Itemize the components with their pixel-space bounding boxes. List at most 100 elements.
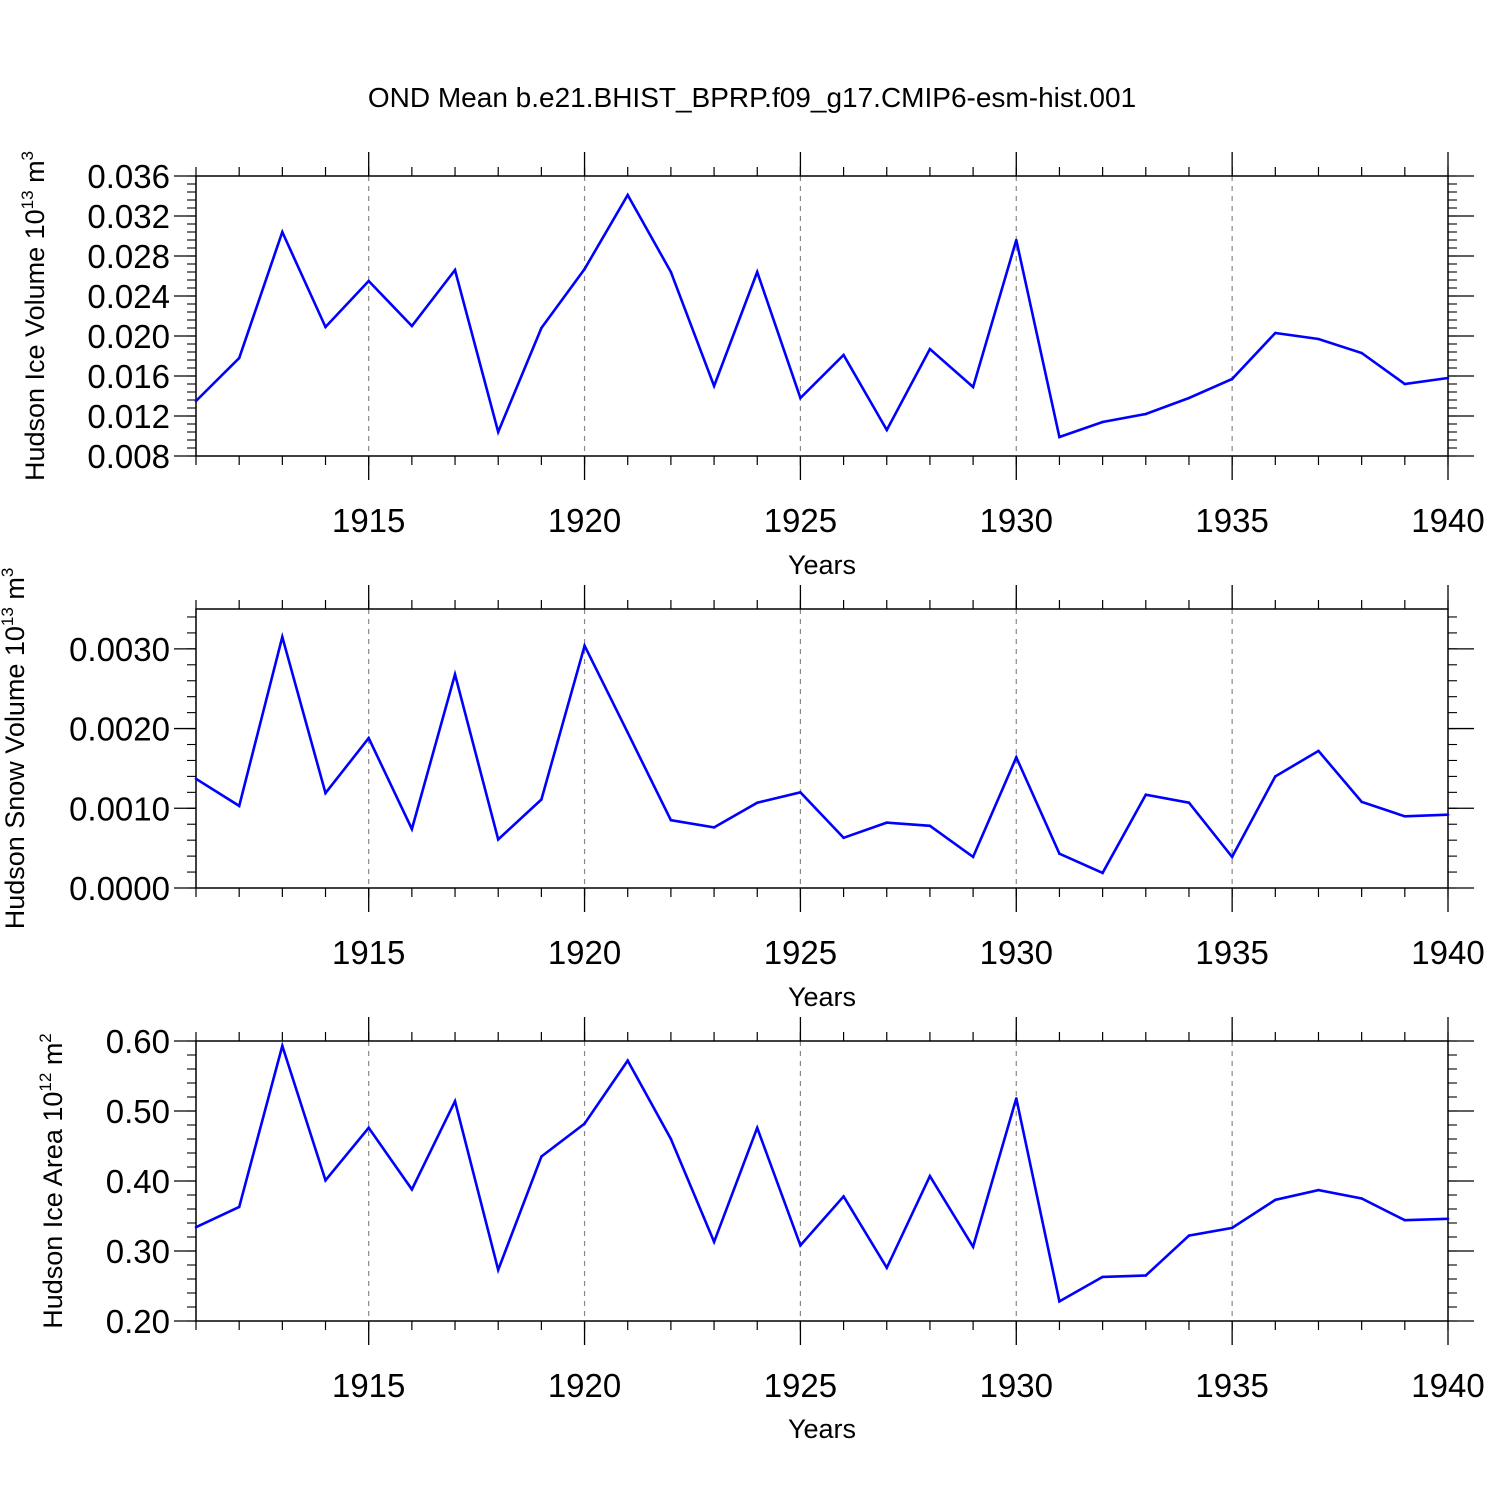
data-point bbox=[1058, 1300, 1061, 1303]
x-tick-label: 1915 bbox=[332, 502, 405, 539]
data-point bbox=[1058, 852, 1061, 856]
data-point bbox=[410, 1188, 414, 1191]
x-tick-label: 1925 bbox=[764, 934, 837, 971]
data-point bbox=[496, 838, 500, 841]
data-point bbox=[1446, 376, 1450, 380]
y-tick-label: 0.50 bbox=[106, 1093, 170, 1130]
data-point bbox=[1230, 377, 1234, 381]
y-tick-label: 0.60 bbox=[106, 1023, 170, 1060]
data-point bbox=[1187, 801, 1191, 805]
x-tick-label: 1930 bbox=[980, 1367, 1053, 1404]
data-line bbox=[195, 1041, 1449, 1304]
data-point bbox=[928, 824, 932, 828]
data-point bbox=[410, 827, 414, 831]
y-axis-label-exponent: 13 bbox=[18, 190, 37, 209]
y-axis-label: Hudson Ice Volume 1013 m3 bbox=[18, 151, 50, 481]
data-point bbox=[1101, 1275, 1104, 1279]
data-point bbox=[885, 428, 889, 432]
data-point bbox=[1230, 855, 1234, 859]
data-line bbox=[195, 631, 1449, 875]
data-point bbox=[237, 356, 241, 360]
data-point bbox=[1360, 1197, 1363, 1200]
data-point bbox=[626, 193, 630, 197]
y-axis-label-text: Hudson Ice Volume 10 bbox=[20, 209, 50, 481]
data-point bbox=[583, 267, 586, 271]
data-point bbox=[1187, 396, 1191, 400]
y-tick-label: 0.0030 bbox=[69, 631, 170, 668]
data-point bbox=[712, 1240, 716, 1244]
x-tick-label: 1940 bbox=[1411, 502, 1484, 539]
data-point bbox=[324, 325, 327, 329]
data-point bbox=[755, 1126, 759, 1130]
figure-title: OND Mean b.e21.BHIST_BPRP.f09_g17.CMIP6-… bbox=[368, 82, 1136, 113]
data-point bbox=[540, 326, 543, 330]
data-point bbox=[453, 673, 457, 676]
data-point bbox=[799, 791, 802, 794]
data-point bbox=[928, 1174, 932, 1178]
data-point bbox=[496, 430, 500, 434]
y-axis-label-text: Hudson Snow Volume 10 bbox=[0, 626, 30, 929]
x-tick-label: 1930 bbox=[980, 934, 1053, 971]
x-axis-label: Years bbox=[788, 1414, 856, 1444]
data-point bbox=[583, 644, 586, 647]
y-axis-label-unit: m bbox=[38, 1043, 68, 1073]
data-point bbox=[1144, 793, 1148, 797]
data-point bbox=[971, 855, 975, 859]
x-tick-label: 1920 bbox=[548, 502, 621, 539]
data-point bbox=[540, 798, 543, 801]
y-axis-label-unit-exponent: 3 bbox=[18, 151, 37, 160]
data-point bbox=[1058, 435, 1061, 439]
data-point bbox=[626, 731, 630, 734]
data-point bbox=[842, 353, 845, 357]
data-point bbox=[755, 270, 759, 274]
data-point bbox=[194, 777, 198, 781]
y-axis-label-text: Hudson Ice Area 10 bbox=[38, 1092, 68, 1329]
data-point bbox=[971, 1245, 975, 1249]
y-axis-label: Hudson Ice Area 1012 m2 bbox=[36, 1033, 68, 1329]
y-tick-label: 0.024 bbox=[87, 278, 170, 315]
x-tick-label: 1940 bbox=[1411, 934, 1484, 971]
data-point bbox=[324, 791, 327, 795]
data-point bbox=[583, 1122, 586, 1125]
panel-1: 1915 1920 1925 1930 1935 19400.0080.0120.0160… bbox=[18, 151, 1485, 580]
data-point bbox=[540, 1155, 543, 1158]
y-axis-label: Hudson Snow Volume 1013 m3 bbox=[0, 568, 30, 930]
data-point bbox=[1144, 412, 1148, 416]
data-point bbox=[1014, 755, 1018, 759]
data-point bbox=[410, 324, 414, 328]
data-point bbox=[1360, 800, 1363, 804]
data-point bbox=[971, 385, 975, 389]
data-point bbox=[1317, 749, 1320, 753]
data-point bbox=[1274, 331, 1277, 335]
x-tick-label: 1940 bbox=[1411, 1367, 1484, 1404]
data-point bbox=[669, 1137, 673, 1141]
x-axis-label: Years bbox=[788, 982, 856, 1012]
data-point bbox=[237, 804, 241, 808]
data-point bbox=[799, 1244, 802, 1247]
plot-frame bbox=[195, 608, 1449, 889]
data-point bbox=[755, 801, 759, 805]
data-point bbox=[1446, 1217, 1450, 1221]
y-axis-label-unit: m bbox=[20, 160, 50, 190]
data-point bbox=[712, 826, 716, 829]
y-tick-label: 0.012 bbox=[87, 398, 170, 435]
data-point bbox=[453, 1099, 457, 1103]
data-point bbox=[669, 818, 673, 822]
data-point bbox=[1360, 351, 1363, 355]
y-tick-label: 0.020 bbox=[87, 318, 170, 355]
y-axis-label-unit: m bbox=[0, 577, 30, 607]
data-point bbox=[928, 347, 932, 351]
data-point bbox=[1274, 775, 1277, 778]
data-point bbox=[885, 821, 889, 824]
y-axis-label-unit-exponent: 3 bbox=[0, 568, 17, 577]
data-point bbox=[1403, 814, 1407, 818]
data-point bbox=[1446, 813, 1450, 816]
x-axis-label: Years bbox=[788, 550, 856, 580]
x-tick-label: 1935 bbox=[1195, 502, 1268, 539]
data-point bbox=[1101, 871, 1104, 875]
data-point bbox=[281, 635, 284, 639]
y-tick-label: 0.036 bbox=[87, 158, 170, 195]
x-tick-label: 1930 bbox=[980, 502, 1053, 539]
data-point bbox=[1101, 420, 1104, 424]
data-point bbox=[1144, 1274, 1148, 1277]
